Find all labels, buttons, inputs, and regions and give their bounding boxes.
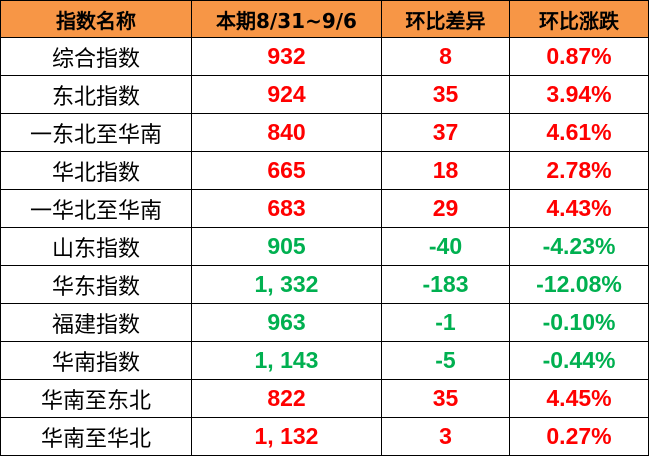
table-row: 综合指数 932 8 0.87%: [0, 37, 649, 76]
row-pct: -12.08%: [509, 265, 649, 304]
row-diff: 29: [381, 189, 510, 228]
row-diff: 18: [381, 151, 510, 190]
table-row: 华南至华北 1, 132 3 0.27%: [0, 417, 649, 456]
row-value: 1, 332: [191, 265, 382, 304]
row-diff: -40: [381, 227, 510, 266]
table-row: 华北指数 665 18 2.78%: [0, 151, 649, 190]
row-name: 一东北至华南: [0, 113, 192, 152]
header-diff: 环比差异: [381, 0, 510, 38]
row-value: 1, 143: [191, 341, 382, 380]
header-pct: 环比涨跌: [509, 0, 649, 38]
row-name: 华北指数: [0, 151, 192, 190]
row-name: 华东指数: [0, 265, 192, 304]
row-name: 东北指数: [0, 75, 192, 114]
row-diff: 37: [381, 113, 510, 152]
row-name: 福建指数: [0, 303, 192, 342]
row-name: 华南指数: [0, 341, 192, 380]
row-pct: 0.27%: [509, 417, 649, 456]
table-row: 华南指数 1, 143 -5 -0.44%: [0, 341, 649, 380]
row-pct: 0.87%: [509, 37, 649, 76]
table-row: 一华北至华南 683 29 4.43%: [0, 189, 649, 228]
row-pct: 3.94%: [509, 75, 649, 114]
row-diff: -5: [381, 341, 510, 380]
table-row: 东北指数 924 35 3.94%: [0, 75, 649, 114]
header-period: 本期8/31~9/6: [191, 0, 382, 38]
row-value: 840: [191, 113, 382, 152]
row-name: 华南至东北: [0, 379, 192, 418]
row-pct: -4.23%: [509, 227, 649, 266]
row-value: 963: [191, 303, 382, 342]
header-name: 指数名称: [0, 0, 192, 38]
table-row: 福建指数 963 -1 -0.10%: [0, 303, 649, 342]
row-pct: -0.10%: [509, 303, 649, 342]
row-name: 综合指数: [0, 37, 192, 76]
row-name: 山东指数: [0, 227, 192, 266]
row-name: 一华北至华南: [0, 189, 192, 228]
row-diff: 35: [381, 379, 510, 418]
row-value: 905: [191, 227, 382, 266]
table-row: 华东指数 1, 332 -183 -12.08%: [0, 265, 649, 304]
row-pct: -0.44%: [509, 341, 649, 380]
row-name: 华南至华北: [0, 417, 192, 456]
row-diff: 35: [381, 75, 510, 114]
row-diff: 3: [381, 417, 510, 456]
row-pct: 4.43%: [509, 189, 649, 228]
row-value: 1, 132: [191, 417, 382, 456]
row-pct: 4.45%: [509, 379, 649, 418]
row-value: 822: [191, 379, 382, 418]
header-row: 指数名称 本期8/31~9/6 环比差异 环比涨跌: [0, 0, 649, 38]
table-row: 华南至东北 822 35 4.45%: [0, 379, 649, 418]
row-value: 924: [191, 75, 382, 114]
table-row: 山东指数 905 -40 -4.23%: [0, 227, 649, 266]
row-pct: 2.78%: [509, 151, 649, 190]
table-row: 一东北至华南 840 37 4.61%: [0, 113, 649, 152]
row-pct: 4.61%: [509, 113, 649, 152]
row-diff: -1: [381, 303, 510, 342]
row-diff: 8: [381, 37, 510, 76]
row-value: 665: [191, 151, 382, 190]
row-value: 683: [191, 189, 382, 228]
row-value: 932: [191, 37, 382, 76]
row-diff: -183: [381, 265, 510, 304]
